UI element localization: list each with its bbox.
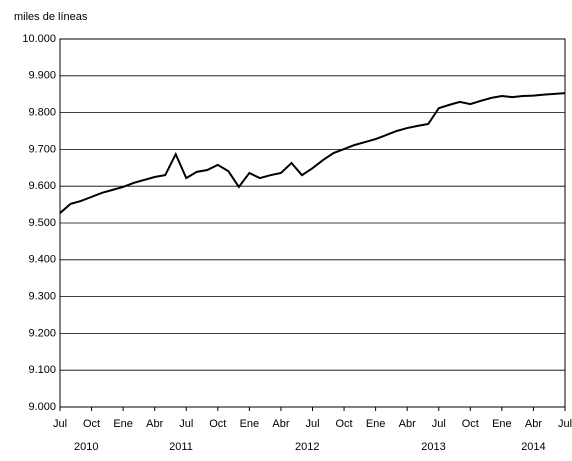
- x-tick-label: Jul: [558, 418, 572, 430]
- year-label: 2013: [421, 441, 445, 453]
- x-tick-label: Oct: [83, 418, 100, 430]
- x-tick-label: Oct: [462, 418, 479, 430]
- y-tick-label: 9.100: [28, 364, 56, 376]
- y-tick-label: 9.900: [28, 70, 56, 82]
- line-series: [59, 92, 566, 214]
- y-tick-label: 9.400: [28, 254, 56, 266]
- y-tick-label: 9.500: [28, 217, 56, 229]
- x-tick-label: Abr: [146, 418, 163, 430]
- x-tick-label: Jul: [53, 418, 67, 430]
- x-tick-label: Jul: [305, 418, 319, 430]
- y-tick-label: 9.000: [28, 401, 56, 413]
- y-tick-label: 9.700: [28, 143, 56, 155]
- x-tick-label: Ene: [240, 418, 260, 430]
- x-tick-label: Oct: [336, 418, 353, 430]
- y-tick-label: 9.600: [28, 180, 56, 192]
- x-tick-label: Ene: [113, 418, 133, 430]
- x-tick-label: Jul: [432, 418, 446, 430]
- x-tick-label: Jul: [179, 418, 193, 430]
- x-tick-label: Ene: [366, 418, 386, 430]
- year-label: 2014: [521, 441, 545, 453]
- y-tick-label: 9.200: [28, 327, 56, 339]
- x-tick-label: Abr: [272, 418, 289, 430]
- x-tick-label: Abr: [525, 418, 542, 430]
- y-tick-label: 10.000: [22, 33, 56, 45]
- y-tick-label: 9.800: [28, 107, 56, 119]
- y-tick-label: 9.300: [28, 291, 56, 303]
- x-tick-label: Abr: [399, 418, 416, 430]
- x-tick-label: Oct: [209, 418, 226, 430]
- y-axis-label: miles de líneas: [14, 11, 88, 23]
- x-tick-label: Ene: [492, 418, 512, 430]
- year-label: 2012: [295, 441, 319, 453]
- year-label: 2010: [74, 441, 98, 453]
- year-label: 2011: [169, 441, 193, 453]
